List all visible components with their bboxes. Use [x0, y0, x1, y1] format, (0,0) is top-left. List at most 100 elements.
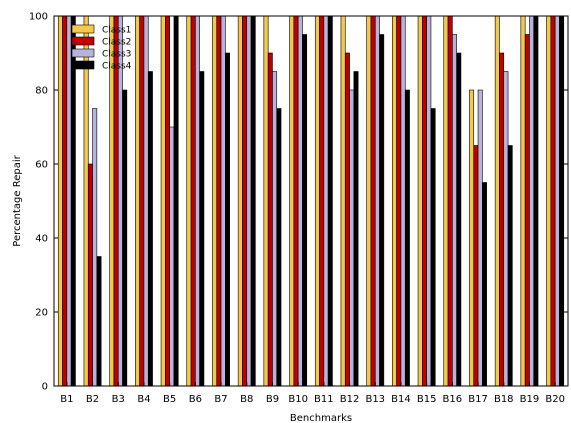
x-tick-label: B2 [86, 394, 99, 405]
bar-class3-b19 [529, 15, 535, 387]
plot-frame [53, 15, 569, 387]
y-tick-label: 40 [35, 234, 48, 245]
bar-class3-b18 [503, 71, 509, 387]
x-tick-label: B1 [60, 394, 73, 405]
x-tick-label: B3 [112, 394, 125, 405]
x-tick-label: B17 [468, 394, 488, 405]
x-tick-label: B4 [137, 394, 150, 405]
bar-class3-b13 [374, 15, 380, 387]
bar-class4-b2 [96, 256, 102, 387]
bar-class1-b12 [340, 15, 346, 387]
bar-class3-b8 [246, 15, 252, 387]
bar-class4-b12 [353, 71, 359, 387]
bar-class4-b10 [302, 34, 308, 387]
bar-class4-b9 [276, 108, 282, 387]
bar-class1-b19 [520, 15, 526, 387]
bar-class2-b11 [319, 15, 325, 387]
legend: Class1 Class2 Class3 Class4 [71, 24, 132, 72]
bar-class1-b10 [289, 15, 295, 387]
bar-class2-b3 [113, 15, 119, 387]
x-tick-label: B7 [214, 394, 227, 405]
bar-class1-b3 [109, 15, 115, 387]
bars-group [57, 15, 565, 387]
legend-swatch-class1 [71, 24, 95, 34]
legend-swatch-class2 [71, 36, 95, 46]
bar-class2-b2 [87, 163, 93, 387]
bar-class1-b6 [186, 15, 192, 387]
y-axis-label: Percentage Repair [12, 154, 23, 246]
bar-class4-b4 [147, 71, 153, 387]
bar-class2-b8 [242, 15, 248, 387]
y-axis: 0 20 40 60 80 100 [29, 12, 568, 393]
bar-class1-b8 [237, 15, 243, 387]
y-tick-label: 0 [42, 382, 48, 393]
bar-class1-b17 [469, 89, 475, 387]
bar-class1-b20 [546, 15, 552, 387]
bar-class3-b2 [92, 108, 98, 387]
x-axis-label: Benchmarks [290, 413, 352, 423]
bar-class2-b12 [344, 52, 350, 387]
bar-class4-b3 [122, 89, 128, 387]
bar-class2-b10 [293, 15, 299, 387]
bar-class2-b4 [139, 15, 145, 387]
bar-class2-b17 [473, 145, 479, 387]
bar-class4-b8 [250, 15, 256, 387]
x-tick-label: B12 [340, 394, 360, 405]
y-tick-label: 100 [29, 12, 48, 23]
x-tick-label: B5 [163, 394, 176, 405]
bar-class1-b1 [57, 15, 63, 387]
x-tick-label: B14 [391, 394, 411, 405]
x-axis: B1 B2 B3 B4 B5 B6 B7 B8 B9 B10 B11 B12 B13 B14 B15 B16 B… [60, 382, 565, 405]
bar-class4-b20 [559, 15, 565, 387]
bar-class4-b1 [70, 15, 76, 387]
bar-class3-b3 [117, 15, 123, 387]
bar-class4-b5 [173, 15, 179, 387]
bar-class3-b9 [272, 71, 278, 387]
bar-class1-b18 [494, 15, 500, 387]
bar-class1-b4 [135, 15, 140, 387]
bar-class1-b16 [443, 15, 449, 387]
bar-class2-b9 [267, 52, 273, 387]
x-tick-label: B8 [240, 394, 253, 405]
bar-class4-b11 [327, 15, 333, 387]
legend-label-class4: Class4 [102, 62, 132, 72]
bar-class3-b12 [349, 89, 355, 387]
bar-class4-b18 [507, 145, 513, 387]
x-tick-label: B11 [314, 394, 334, 405]
bar-class4-b14 [404, 89, 410, 387]
bar-class2-b18 [499, 52, 505, 387]
bar-class3-b17 [477, 89, 483, 387]
bar-class3-b4 [143, 15, 149, 387]
x-tick-label: B20 [545, 394, 565, 405]
bar-class2-b16 [447, 15, 453, 387]
y-tick-label: 20 [35, 308, 48, 319]
bar-class2-b1 [62, 15, 68, 387]
x-tick-label: B18 [494, 394, 514, 405]
bar-class1-b5 [160, 15, 166, 387]
legend-swatch-class3 [71, 48, 95, 58]
x-tick-label: B6 [189, 394, 202, 405]
bar-class3-b10 [297, 15, 303, 387]
legend-label-class1: Class1 [102, 26, 131, 36]
bar-class3-b6 [195, 15, 200, 387]
legend-swatch-class4 [71, 60, 95, 70]
bar-class4-b7 [225, 52, 230, 387]
x-tick-label: B19 [520, 394, 540, 405]
bar-class1-b2 [83, 15, 89, 387]
bar-class3-b20 [554, 15, 560, 387]
x-tick-label: B10 [288, 394, 308, 405]
bar-class1-b15 [417, 15, 423, 387]
bar-class3-b14 [400, 15, 406, 387]
bar-class2-b6 [190, 15, 196, 387]
bar-class1-b13 [366, 15, 372, 387]
bar-class4-b15 [430, 108, 436, 387]
bar-class4-b17 [482, 182, 487, 387]
bar-class2-b7 [216, 15, 222, 387]
bar-class3-b16 [452, 34, 457, 387]
bar-class4-b19 [533, 15, 539, 387]
legend-label-class2: Class2 [102, 38, 131, 48]
x-tick-label: B16 [443, 394, 463, 405]
y-tick-label: 60 [35, 160, 48, 171]
x-tick-label: B13 [365, 394, 385, 405]
